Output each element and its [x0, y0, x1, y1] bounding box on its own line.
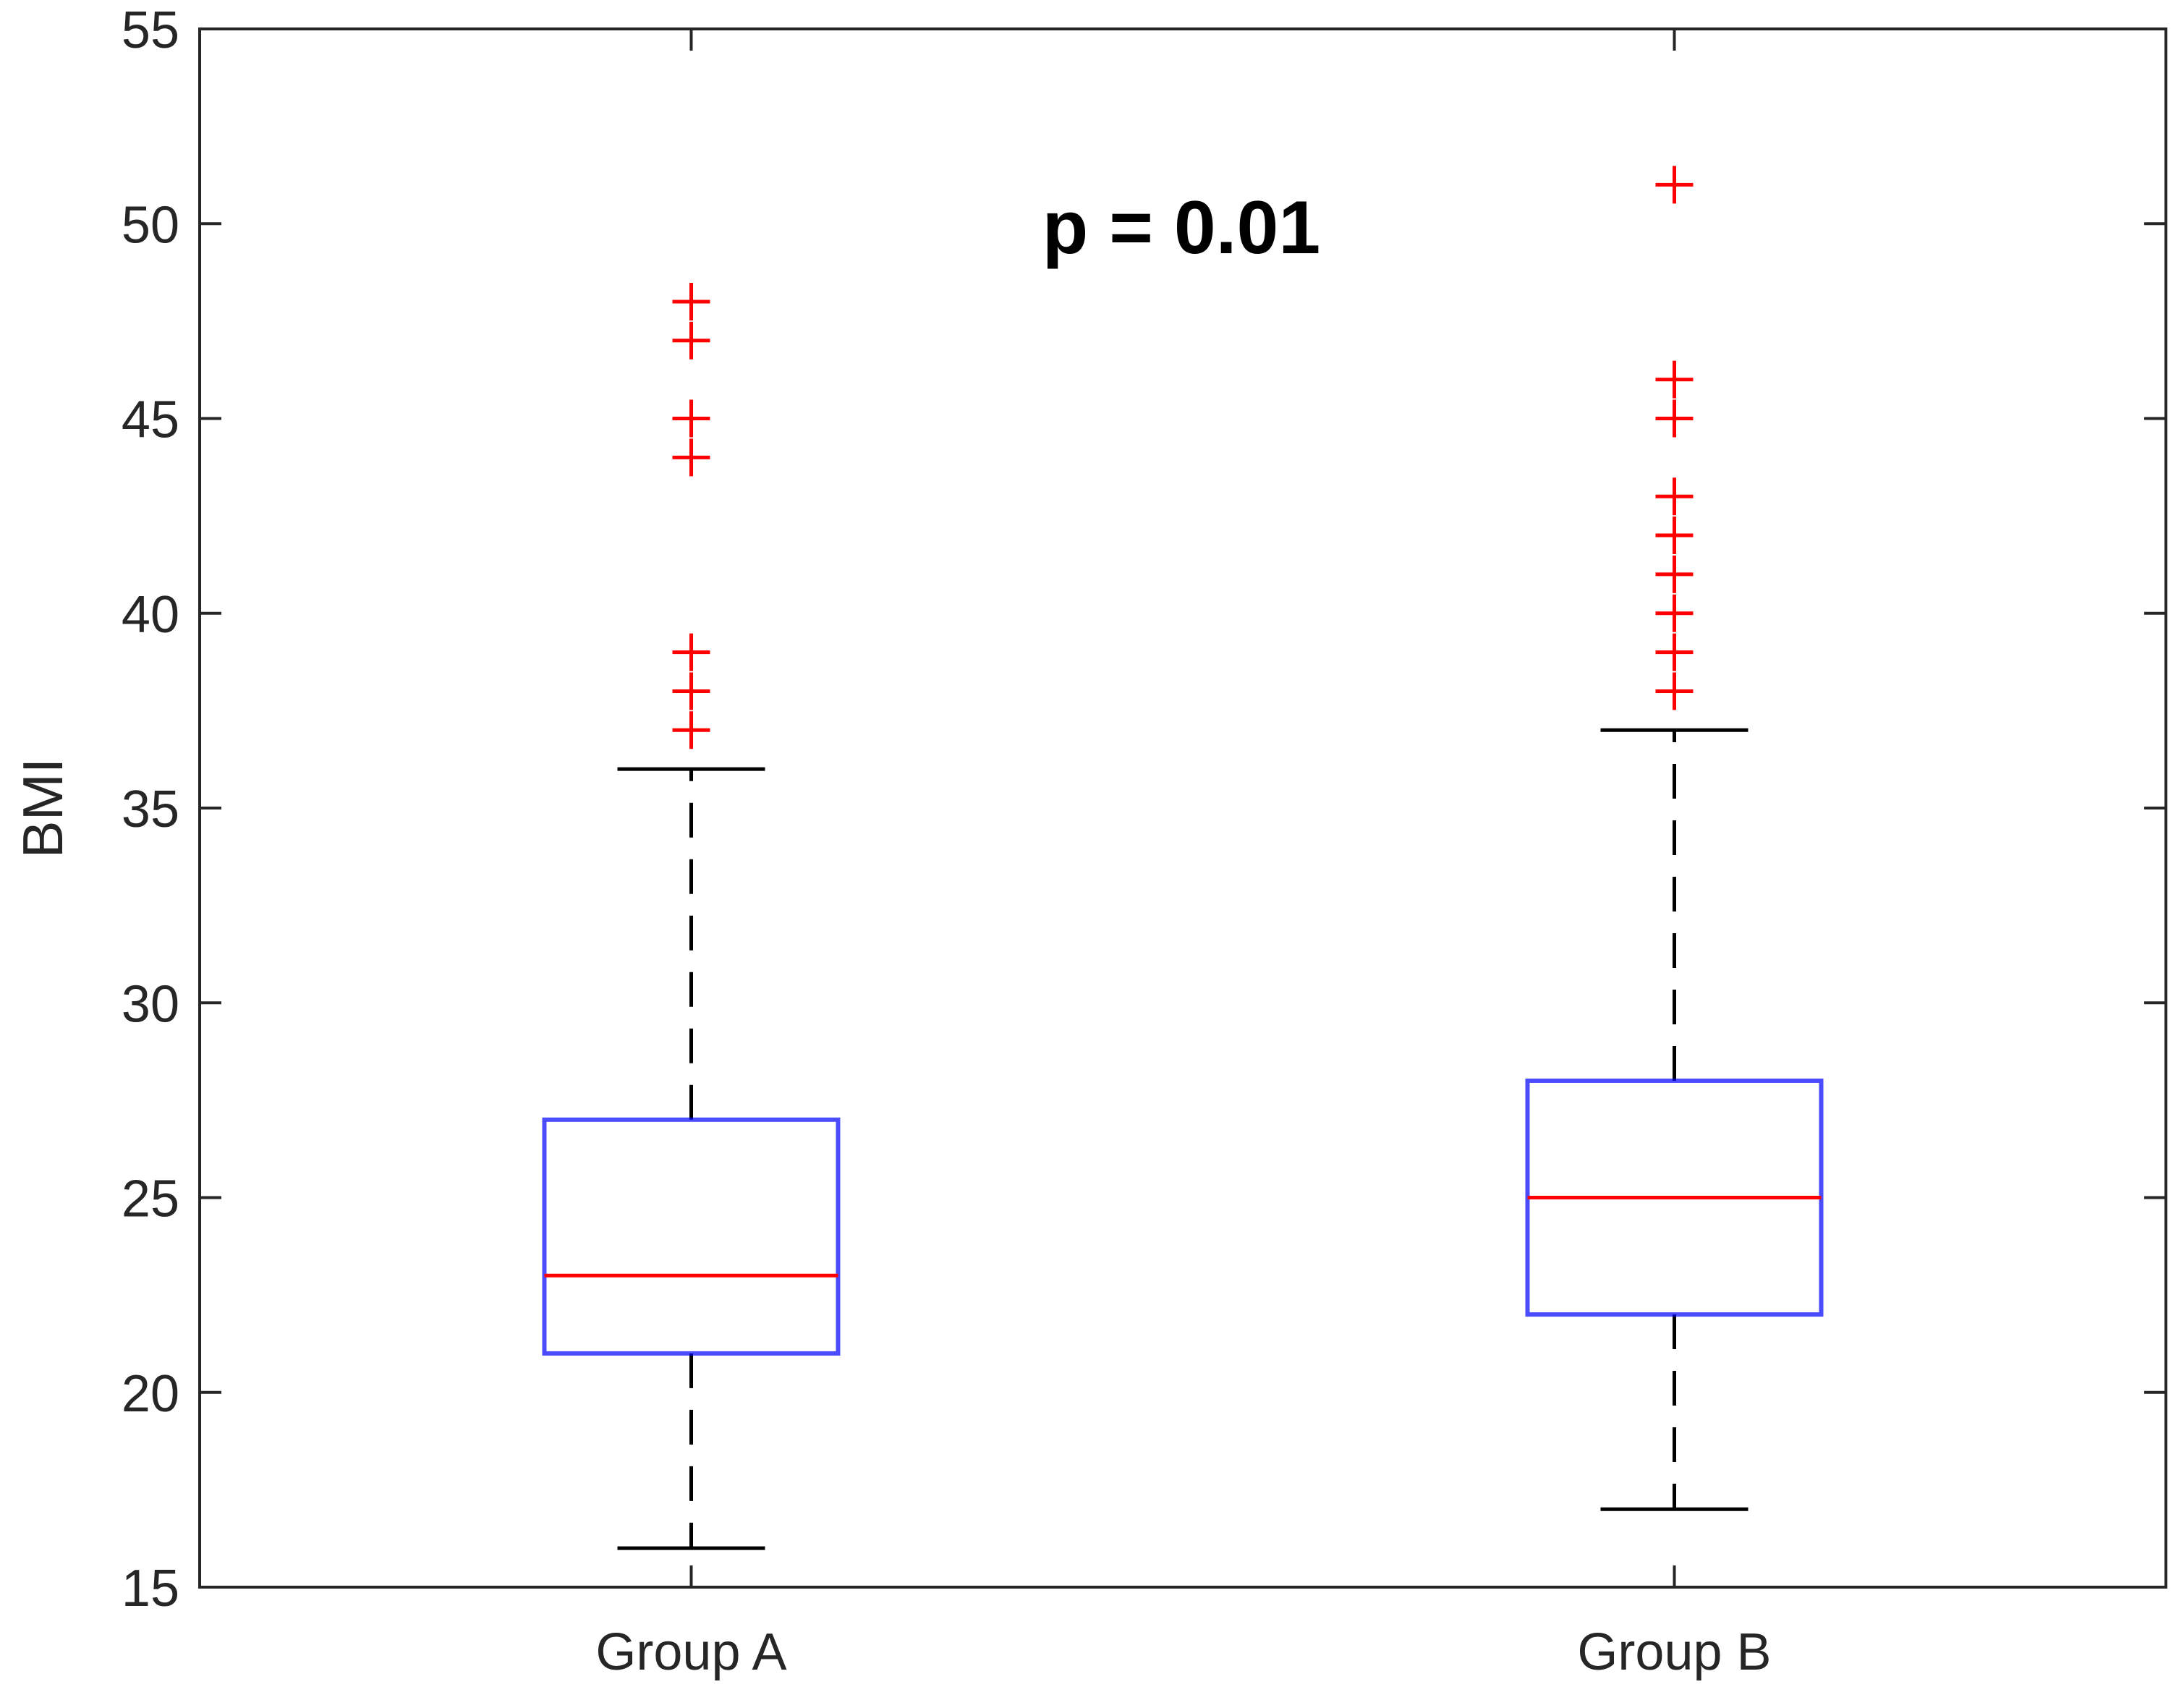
outlier-marker	[672, 282, 710, 320]
outlier-marker	[1655, 594, 1694, 632]
outlier-marker	[672, 672, 710, 710]
x-tick-label: Group A	[595, 1623, 786, 1681]
x-tick-label: Group B	[1577, 1623, 1771, 1681]
outlier-marker	[1655, 517, 1694, 555]
outlier-marker	[1655, 166, 1694, 204]
y-tick-label: 25	[122, 1170, 179, 1228]
y-axis-label: BMI	[11, 758, 75, 859]
outlier-marker	[1655, 399, 1694, 438]
y-tick-label: 40	[122, 586, 179, 644]
outlier-marker	[1655, 633, 1694, 671]
y-tick-label: 55	[122, 1, 179, 59]
y-tick-label: 30	[122, 975, 179, 1033]
outlier-marker	[672, 711, 710, 749]
outlier-marker	[1655, 555, 1694, 593]
outlier-marker	[672, 321, 710, 360]
y-tick-label: 20	[122, 1365, 179, 1423]
y-tick-label: 50	[122, 196, 179, 254]
y-tick-label: 45	[122, 391, 179, 449]
y-tick-label: 15	[122, 1560, 179, 1618]
outlier-marker	[1655, 672, 1694, 710]
outlier-marker	[672, 399, 710, 438]
outlier-marker	[1655, 360, 1694, 399]
iqr-box	[542, 1117, 841, 1356]
outlier-marker	[672, 438, 710, 477]
outlier-marker	[672, 633, 710, 671]
outlier-marker	[1655, 477, 1694, 516]
p-value-annotation: p = 0.01	[1042, 186, 1320, 270]
y-tick-label: 35	[122, 781, 179, 838]
plot-layer: 15 20 25 30 35 40 45 50 55 Group A Group B	[122, 1, 2167, 1681]
